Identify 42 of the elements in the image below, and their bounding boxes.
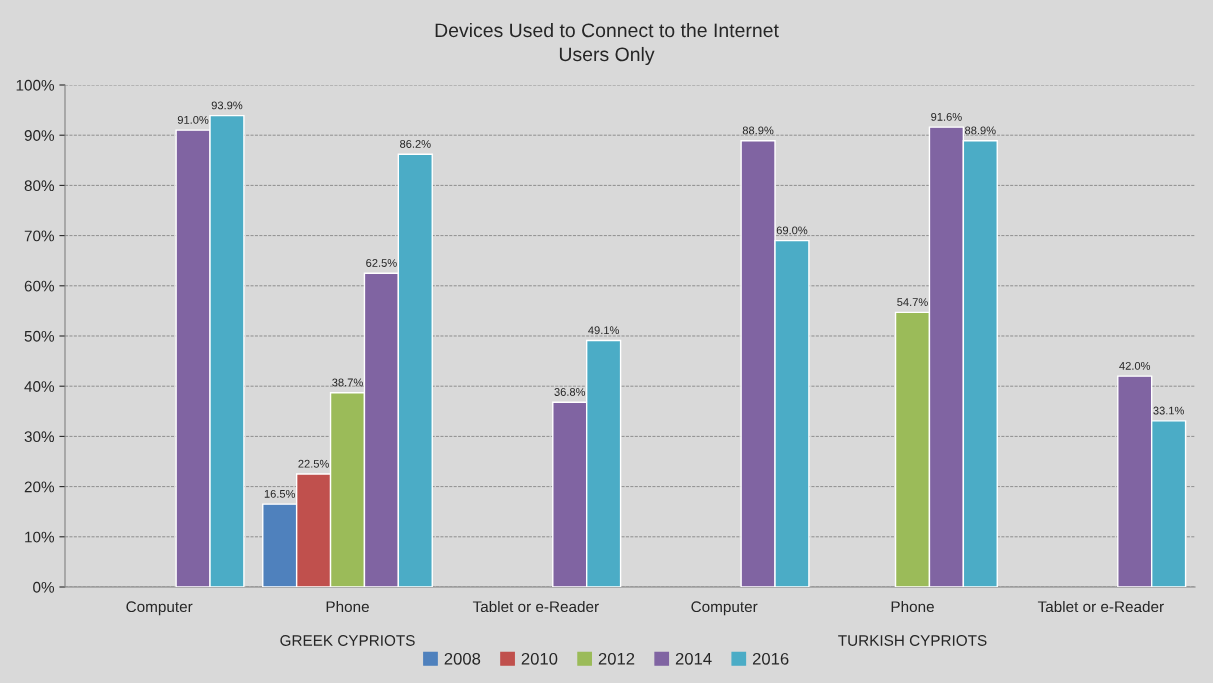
x-tick-label: Tablet or e-Reader bbox=[1037, 600, 1164, 613]
legend-label: 2012 bbox=[598, 652, 635, 665]
x-tick-label: Phone bbox=[891, 600, 934, 613]
y-tick-label: 90% bbox=[24, 130, 55, 141]
y-tick-label: 20% bbox=[24, 481, 55, 493]
data-label: 62.5% bbox=[366, 259, 397, 267]
legend-label: 2008 bbox=[444, 652, 481, 665]
data-label: 33.1% bbox=[1153, 406, 1184, 415]
x-tick-label: Computer bbox=[126, 601, 193, 616]
legend-label: 2014 bbox=[675, 652, 712, 665]
y-tick-label: 40% bbox=[24, 381, 55, 392]
data-label: 69.0% bbox=[776, 226, 808, 235]
data-label: 88.9% bbox=[965, 126, 996, 135]
chart-title: Devices Used to Connect to the Internet bbox=[435, 22, 779, 38]
x-tick-label: Tablet or e-Reader bbox=[472, 600, 599, 613]
data-label: 38.7% bbox=[332, 378, 363, 387]
data-label: 91.6% bbox=[931, 112, 962, 121]
data-label: 88.9% bbox=[742, 126, 774, 135]
text: GREEK CYPRIOTS bbox=[280, 635, 415, 646]
legend-label: 2010 bbox=[521, 652, 558, 665]
y-tick-label: 30% bbox=[24, 431, 55, 443]
data-label: 36.8% bbox=[554, 388, 586, 396]
y-tick-label: 0% bbox=[33, 581, 55, 593]
y-tick-label: 50% bbox=[24, 330, 55, 342]
chart-subtitle: Users Only bbox=[559, 46, 655, 66]
data-label: 49.1% bbox=[588, 326, 619, 335]
data-label: 16.5% bbox=[264, 489, 296, 498]
x-tick-label: Computer bbox=[691, 601, 758, 616]
data-label: 54.7% bbox=[897, 298, 928, 307]
x-tick-label: Phone bbox=[326, 600, 369, 613]
data-label: 93.9% bbox=[211, 101, 243, 110]
y-tick-label: 60% bbox=[24, 280, 55, 292]
y-tick-label: 10% bbox=[25, 531, 55, 543]
y-tick-label: 100% bbox=[16, 79, 55, 91]
data-label: 22.5% bbox=[298, 459, 329, 468]
y-tick-label: 80% bbox=[24, 180, 55, 192]
y-tick-label: 70% bbox=[24, 230, 55, 242]
data-label: 91.0% bbox=[177, 115, 209, 124]
text: TURKISH CYPRIOTS bbox=[838, 635, 987, 646]
data-label: 42.0% bbox=[1119, 361, 1151, 370]
data-label: 86.2% bbox=[400, 140, 431, 148]
legend-label: 2016 bbox=[752, 652, 789, 665]
